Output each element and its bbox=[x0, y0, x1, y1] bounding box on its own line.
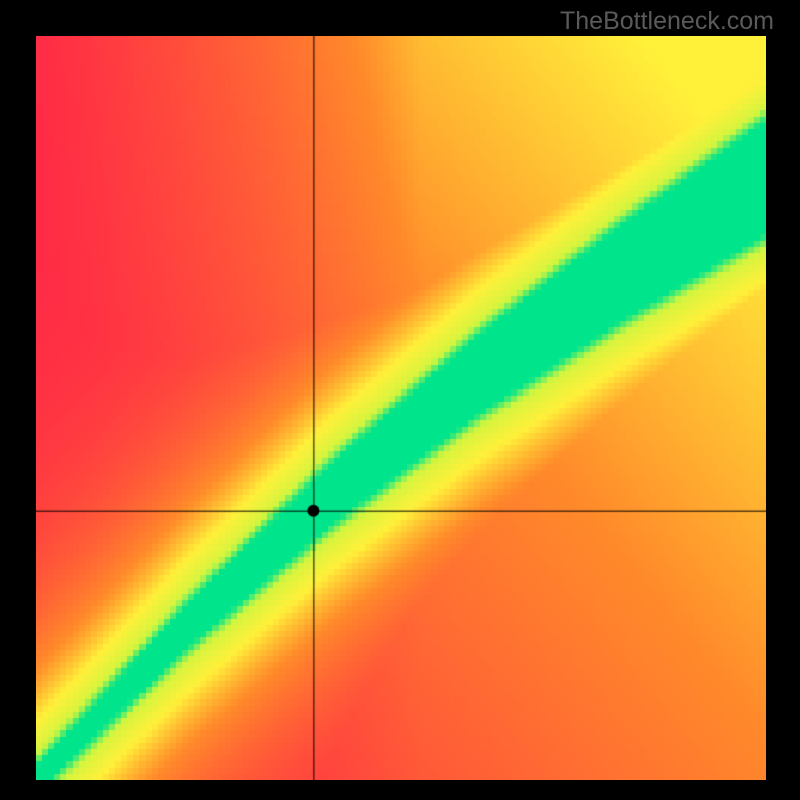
watermark-text: TheBottleneck.com bbox=[560, 7, 774, 36]
bottleneck-heatmap bbox=[36, 36, 766, 780]
